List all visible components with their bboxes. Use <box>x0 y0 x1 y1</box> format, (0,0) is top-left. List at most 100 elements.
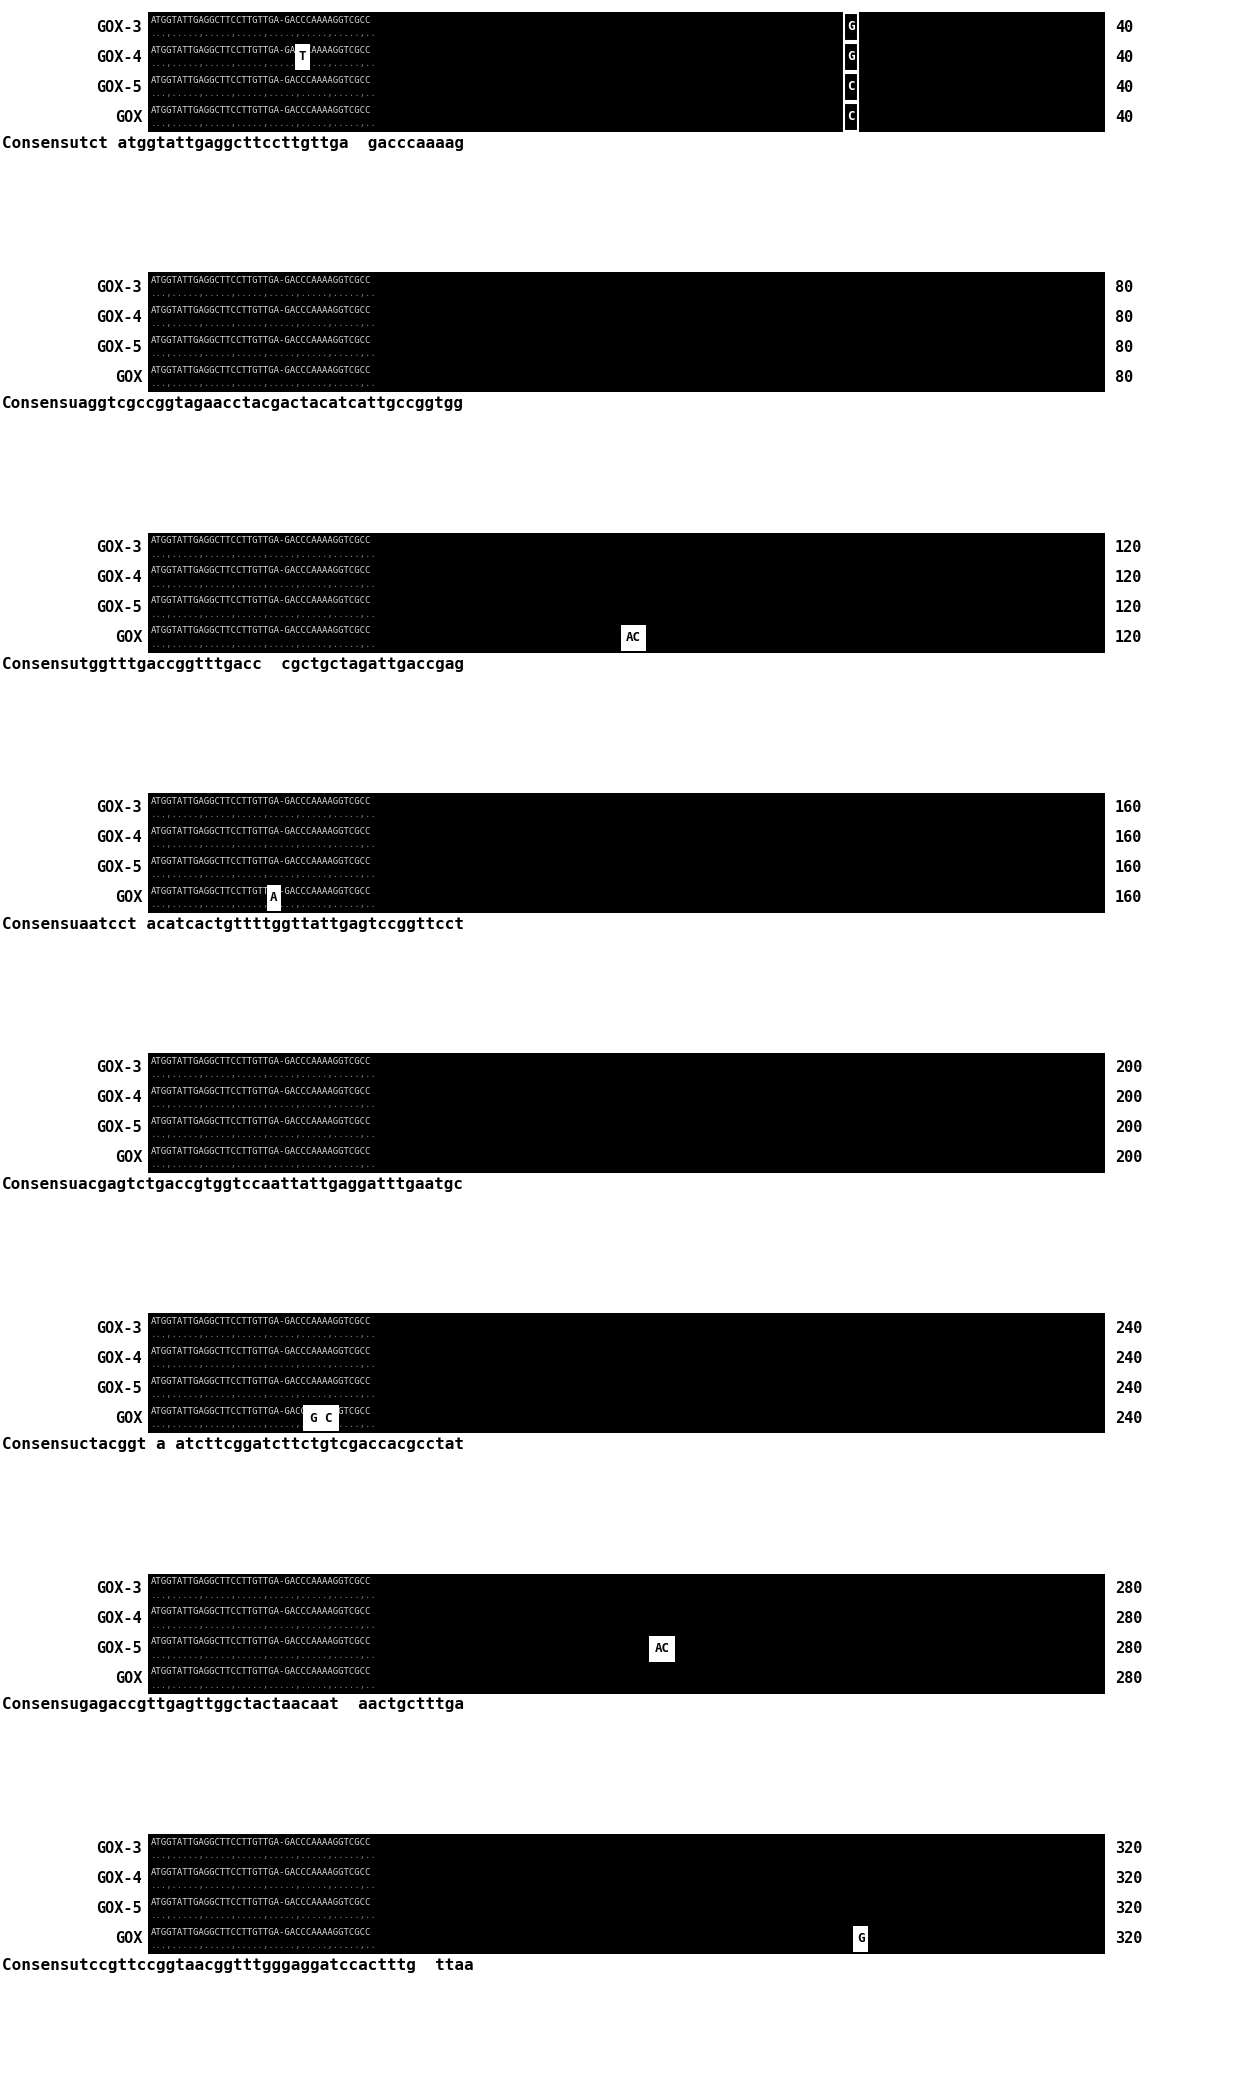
Text: ATGGTATTGAGGCTTCCTTGTTGA-GACCCAAAAGGTCGCC: ATGGTATTGAGGCTTCCTTGTTGA-GACCCAAAAGGTCGC… <box>151 277 371 285</box>
Text: GOX: GOX <box>114 1151 143 1166</box>
Bar <box>148 73 1105 102</box>
Text: GOX-3: GOX-3 <box>97 799 143 816</box>
Text: GOX-5: GOX-5 <box>97 339 143 354</box>
Text: 240: 240 <box>1115 1380 1142 1395</box>
Text: G: G <box>847 21 854 33</box>
Text: ...,.....,.....,.....,.....,.....,.....,..: ...,.....,.....,.....,.....,.....,.....,… <box>151 610 377 618</box>
Text: ATGGTATTGAGGCTTCCTTGTTGA-GACCCAAAAGGTCGCC: ATGGTATTGAGGCTTCCTTGTTGA-GACCCAAAAGGTCGC… <box>151 46 371 54</box>
Text: 200: 200 <box>1115 1151 1142 1166</box>
Bar <box>148 822 1105 854</box>
Text: GOX: GOX <box>114 1932 143 1947</box>
Text: 160: 160 <box>1115 799 1142 816</box>
Text: ...,.....,.....,.....,.....,.....,.....,..: ...,.....,.....,.....,.....,.....,.....,… <box>151 639 377 650</box>
Text: Consensutggtttgaccggtttgacc  cgctgctagattgaccgag: Consensutggtttgaccggtttgacc cgctgctagatt… <box>2 656 464 672</box>
Text: 160: 160 <box>1115 831 1142 845</box>
Text: GOX: GOX <box>114 1672 143 1686</box>
Text: ATGGTATTGAGGCTTCCTTGTTGA-GACCCAAAAGGTCGCC: ATGGTATTGAGGCTTCCTTGTTGA-GACCCAAAAGGTCGC… <box>151 1868 371 1876</box>
Text: 40: 40 <box>1115 110 1133 125</box>
Text: ...,.....,.....,.....,.....,.....,.....,..: ...,.....,.....,.....,.....,.....,.....,… <box>151 1880 377 1890</box>
Text: ATGGTATTGAGGCTTCCTTGTTGA-GACCCAAAAGGTCGCC: ATGGTATTGAGGCTTCCTTGTTGA-GACCCAAAAGGTCGC… <box>151 366 371 375</box>
Text: ...,.....,.....,.....,.....,.....,.....,..: ...,.....,.....,.....,.....,.....,.....,… <box>151 319 377 329</box>
Text: GOX-5: GOX-5 <box>97 79 143 94</box>
Text: ...,.....,.....,.....,.....,.....,.....,..: ...,.....,.....,.....,.....,.....,.....,… <box>151 29 377 37</box>
Bar <box>148 593 1105 623</box>
Text: Consensugagaccgttgagttggctactaacaat  aactgctttga: Consensugagaccgttgagttggctactaacaat aact… <box>2 1697 464 1713</box>
Text: ...,.....,.....,.....,.....,.....,.....,..: ...,.....,.....,.....,.....,.....,.....,… <box>151 839 377 849</box>
Text: GOX-4: GOX-4 <box>97 1351 143 1366</box>
Text: GOX: GOX <box>114 631 143 645</box>
Text: GOX-5: GOX-5 <box>97 1901 143 1915</box>
Text: ...,.....,.....,.....,.....,.....,.....,..: ...,.....,.....,.....,.....,.....,.....,… <box>151 1940 377 1951</box>
Text: GOX: GOX <box>114 1412 143 1426</box>
Text: ATGGTATTGAGGCTTCCTTGTTGA-GACCCAAAAGGTCGCC: ATGGTATTGAGGCTTCCTTGTTGA-GACCCAAAAGGTCGC… <box>151 627 371 635</box>
Text: GOX-3: GOX-3 <box>97 1580 143 1597</box>
Bar <box>148 883 1105 912</box>
Bar <box>267 885 281 910</box>
Bar <box>148 562 1105 593</box>
Text: AC: AC <box>626 631 641 643</box>
Bar <box>621 625 646 650</box>
Text: GOX-3: GOX-3 <box>97 19 143 35</box>
Bar <box>148 362 1105 391</box>
Text: GOX: GOX <box>114 371 143 385</box>
Text: 240: 240 <box>1115 1412 1142 1426</box>
Text: Consensutccgttccggtaacggtttgggaggatccactttg  ttaa: Consensutccgttccggtaacggtttgggaggatccact… <box>2 1957 474 1974</box>
Bar <box>148 12 1105 42</box>
Text: ...,.....,.....,.....,.....,.....,.....,..: ...,.....,.....,.....,.....,.....,.....,… <box>151 1391 377 1399</box>
Text: 40: 40 <box>1115 79 1133 94</box>
Text: ATGGTATTGAGGCTTCCTTGTTGA-GACCCAAAAGGTCGCC: ATGGTATTGAGGCTTCCTTGTTGA-GACCCAAAAGGTCGC… <box>151 1607 371 1616</box>
Bar <box>148 102 1105 131</box>
Text: GOX-5: GOX-5 <box>97 1120 143 1135</box>
Text: ATGGTATTGAGGCTTCCTTGTTGA-GACCCAAAAGGTCGCC: ATGGTATTGAGGCTTCCTTGTTGA-GACCCAAAAGGTCGC… <box>151 827 371 835</box>
Bar <box>853 1926 868 1951</box>
Bar <box>148 1634 1105 1664</box>
Text: GOX-3: GOX-3 <box>97 1320 143 1337</box>
Text: Consensuacgagtctgaccgtggtccaattattgaggatttgaatgc: Consensuacgagtctgaccgtggtccaattattgaggat… <box>2 1176 464 1193</box>
Bar <box>843 12 858 42</box>
Text: ...,.....,.....,.....,.....,.....,.....,..: ...,.....,.....,.....,.....,.....,.....,… <box>151 289 377 298</box>
Bar <box>148 854 1105 883</box>
Text: ...,.....,.....,.....,.....,.....,.....,..: ...,.....,.....,.....,.....,.....,.....,… <box>151 1851 377 1859</box>
Text: 240: 240 <box>1115 1320 1142 1337</box>
Bar <box>148 623 1105 652</box>
Text: ...,.....,.....,.....,.....,.....,.....,..: ...,.....,.....,.....,.....,.....,.....,… <box>151 379 377 389</box>
Text: ...,.....,.....,.....,.....,.....,.....,..: ...,.....,.....,.....,.....,.....,.....,… <box>151 579 377 589</box>
Text: 80: 80 <box>1115 310 1133 325</box>
Bar <box>148 1863 1105 1895</box>
Text: ATGGTATTGAGGCTTCCTTGTTGA-GACCCAAAAGGTCGCC: ATGGTATTGAGGCTTCCTTGTTGA-GACCCAAAAGGTCGC… <box>151 1668 371 1676</box>
Bar <box>148 302 1105 333</box>
Text: ATGGTATTGAGGCTTCCTTGTTGA-GACCCAAAAGGTCGCC: ATGGTATTGAGGCTTCCTTGTTGA-GACCCAAAAGGTCGC… <box>151 797 371 806</box>
Bar <box>148 333 1105 362</box>
Text: GOX-5: GOX-5 <box>97 860 143 874</box>
Text: GOX-4: GOX-4 <box>97 1611 143 1626</box>
Text: ...,.....,.....,.....,.....,.....,.....,..: ...,.....,.....,.....,.....,.....,.....,… <box>151 899 377 910</box>
Text: ATGGTATTGAGGCTTCCTTGTTGA-GACCCAAAAGGTCGCC: ATGGTATTGAGGCTTCCTTGTTGA-GACCCAAAAGGTCGC… <box>151 306 371 314</box>
Text: ...,.....,.....,.....,.....,.....,.....,..: ...,.....,.....,.....,.....,.....,.....,… <box>151 1620 377 1630</box>
Bar <box>148 1574 1105 1603</box>
Text: 280: 280 <box>1115 1641 1142 1655</box>
Text: G C: G C <box>310 1412 332 1424</box>
Text: C: C <box>847 81 854 94</box>
Text: ...,.....,.....,.....,.....,.....,.....,..: ...,.....,.....,.....,.....,.....,.....,… <box>151 1160 377 1170</box>
Text: 200: 200 <box>1115 1120 1142 1135</box>
Text: ATGGTATTGAGGCTTCCTTGTTGA-GACCCAAAAGGTCGCC: ATGGTATTGAGGCTTCCTTGTTGA-GACCCAAAAGGTCGC… <box>151 1578 371 1586</box>
Text: G: G <box>847 50 854 62</box>
Text: 280: 280 <box>1115 1611 1142 1626</box>
Bar <box>843 44 858 71</box>
Text: GOX-3: GOX-3 <box>97 539 143 556</box>
Text: ...,.....,.....,.....,.....,.....,.....,..: ...,.....,.....,.....,.....,.....,.....,… <box>151 1651 377 1659</box>
Bar <box>148 1314 1105 1343</box>
Text: GOX-5: GOX-5 <box>97 1641 143 1655</box>
Text: ATGGTATTGAGGCTTCCTTGTTGA-GACCCAAAAGGTCGCC: ATGGTATTGAGGCTTCCTTGTTGA-GACCCAAAAGGTCGC… <box>151 1407 371 1416</box>
Text: 40: 40 <box>1115 19 1133 35</box>
Text: ...,.....,.....,.....,.....,.....,.....,..: ...,.....,.....,.....,.....,.....,.....,… <box>151 810 377 818</box>
Text: ATGGTATTGAGGCTTCCTTGTTGA-GACCCAAAAGGTCGCC: ATGGTATTGAGGCTTCCTTGTTGA-GACCCAAAAGGTCGC… <box>151 1087 371 1095</box>
Text: Consensutct atggtattgaggcttccttgttga  gacccaaaag: Consensutct atggtattgaggcttccttgttga gac… <box>2 135 464 152</box>
Text: A: A <box>270 891 278 904</box>
Text: GOX-5: GOX-5 <box>97 600 143 614</box>
Bar <box>843 73 858 102</box>
Text: ATGGTATTGAGGCTTCCTTGTTGA-GACCCAAAAGGTCGCC: ATGGTATTGAGGCTTCCTTGTTGA-GACCCAAAAGGTCGC… <box>151 887 371 895</box>
Text: 160: 160 <box>1115 860 1142 874</box>
Text: ATGGTATTGAGGCTTCCTTGTTGA-GACCCAAAAGGTCGCC: ATGGTATTGAGGCTTCCTTGTTGA-GACCCAAAAGGTCGC… <box>151 856 371 866</box>
Text: GOX-5: GOX-5 <box>97 1380 143 1395</box>
